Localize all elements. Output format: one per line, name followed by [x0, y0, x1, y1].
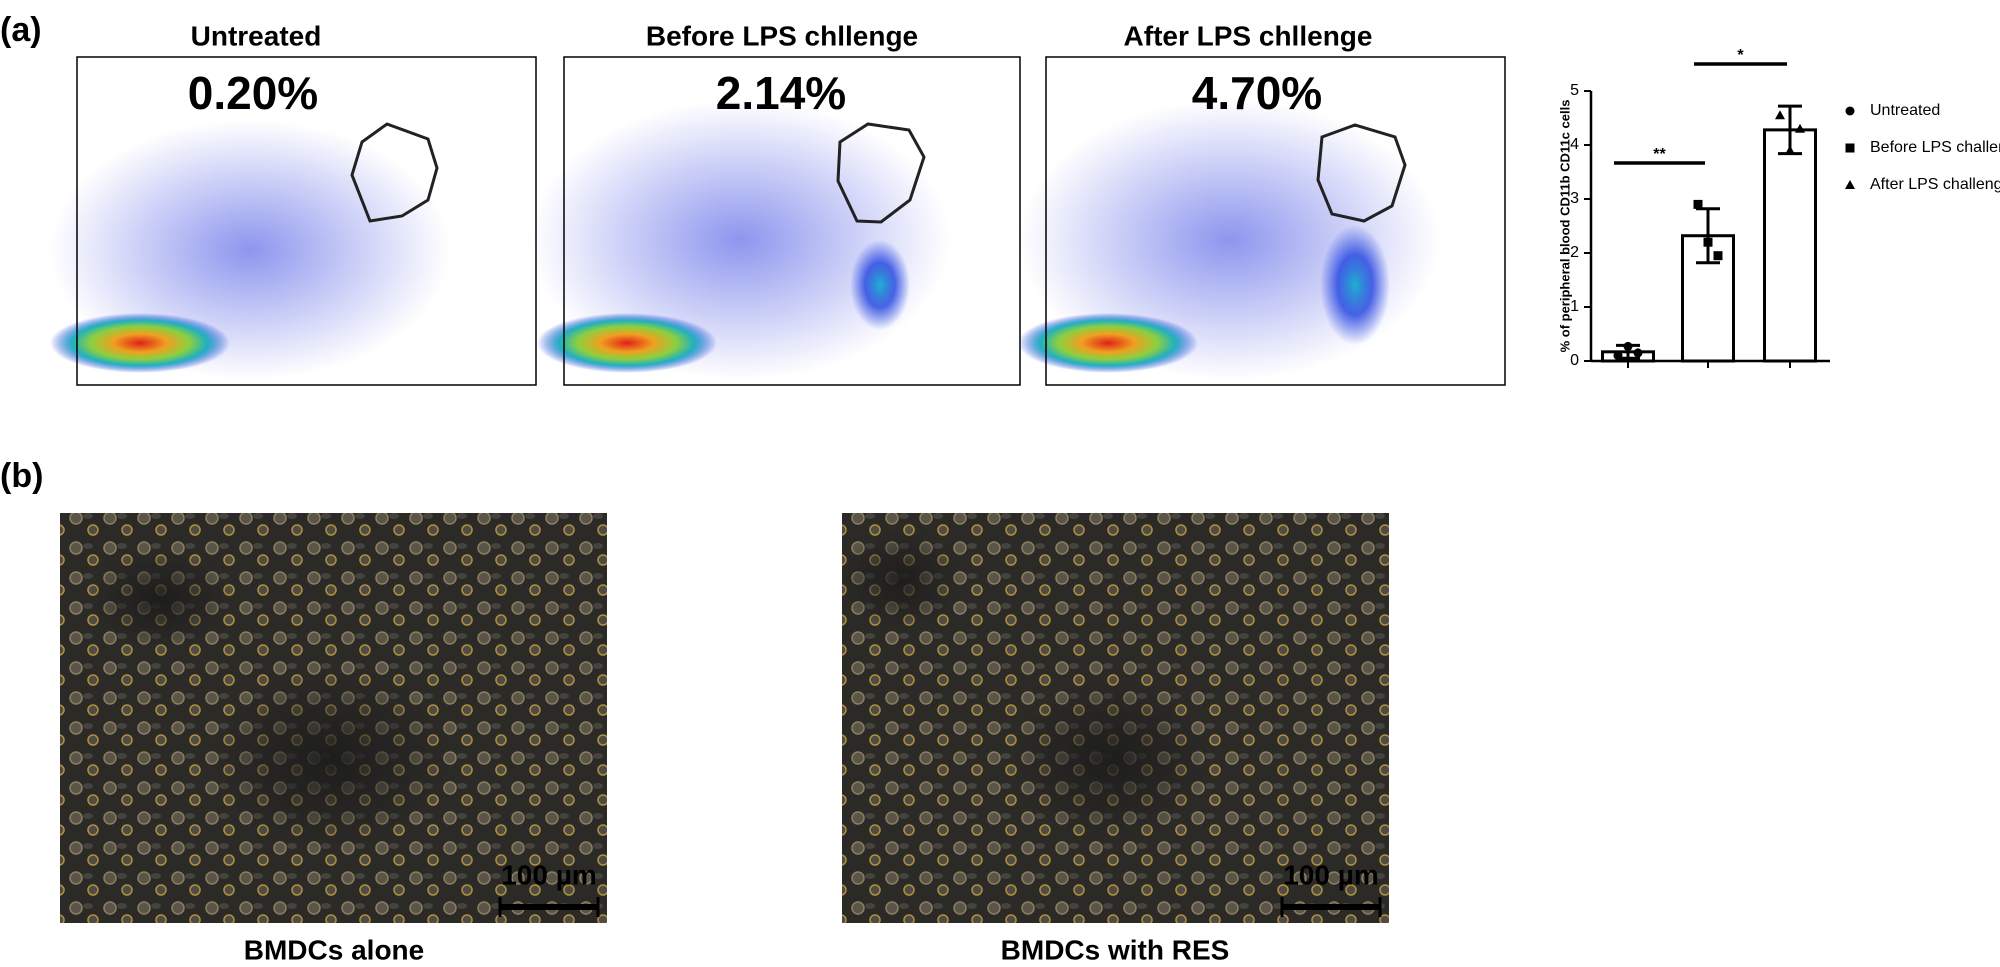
caption: BMDCs alone — [244, 934, 424, 965]
plot-title: Before LPS chllenge — [646, 20, 918, 51]
caption: BMDCs with RES — [1001, 934, 1230, 965]
y-tick-label: 1 — [1570, 298, 1579, 315]
flow-plot: Before LPS chllenge 2.14% — [530, 20, 1021, 386]
significance-label: ** — [1653, 146, 1666, 163]
y-tick-label: 4 — [1570, 136, 1579, 153]
data-point — [1613, 351, 1623, 361]
y-axis-label: % of peripheral blood CD11b CD11c cells — [1557, 100, 1572, 353]
legend-marker — [1845, 106, 1855, 116]
panel-label: (a) — [0, 11, 42, 49]
significance-label: * — [1737, 47, 1744, 64]
legend-marker — [1845, 180, 1855, 189]
y-tick-label: 2 — [1570, 244, 1579, 261]
plot-title: Untreated — [191, 20, 322, 51]
legend-marker — [1845, 143, 1855, 153]
y-tick-label: 5 — [1570, 82, 1579, 99]
data-point — [1795, 123, 1805, 133]
bar — [1763, 128, 1817, 363]
micrograph: 100 µm BMDCs with RES — [840, 513, 1389, 965]
flow-plot: After LPS chllenge 4.70% — [1018, 20, 1506, 386]
scale-bar-label: 100 µm — [1283, 859, 1379, 890]
data-point — [1693, 199, 1703, 209]
data-point — [1785, 145, 1795, 155]
legend-label: Before LPS challenge — [1870, 139, 2000, 156]
micrograph: 100 µm BMDCs alone — [60, 513, 607, 965]
gate-percent: 0.20% — [188, 67, 318, 119]
data-point — [1623, 341, 1633, 351]
plot-title: After LPS chllenge — [1124, 20, 1373, 51]
data-point — [1775, 110, 1785, 120]
data-point — [1713, 251, 1723, 261]
flow-plot: Untreated 0.20% — [50, 20, 537, 386]
y-tick-label: 3 — [1570, 190, 1579, 207]
data-point — [1633, 348, 1643, 358]
y-tick-label: 0 — [1570, 352, 1579, 369]
panel-label: (b) — [0, 457, 43, 495]
gate-percent: 4.70% — [1192, 67, 1322, 119]
bar-chart: % of peripheral blood CD11b CD11c cells … — [1557, 47, 2000, 369]
data-point — [1703, 237, 1713, 247]
scale-bar-label: 100 µm — [501, 859, 597, 890]
gate-percent: 2.14% — [716, 67, 846, 119]
legend-label: After LPS challenge — [1870, 176, 2000, 193]
legend-label: Untreated — [1870, 102, 1940, 119]
